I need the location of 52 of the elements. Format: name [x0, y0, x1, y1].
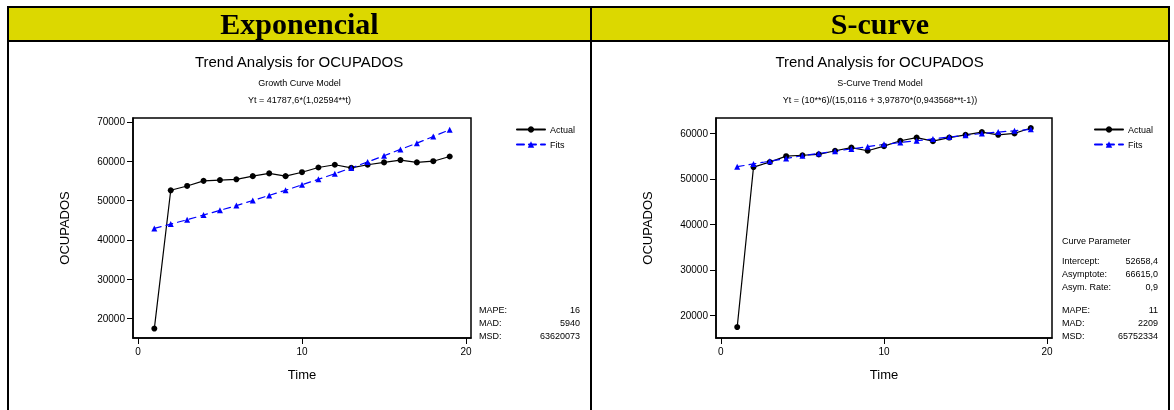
y-tick-label: 30000	[97, 273, 126, 285]
y-axis-title: OCUPADOS	[640, 190, 655, 265]
x-tick-label: 10	[296, 345, 308, 357]
text: 0,9	[1145, 281, 1158, 292]
x-tick-label: 0	[718, 345, 725, 357]
legend-label: Fits	[549, 139, 565, 150]
text: Yt = 41787,6*(1,02594**t)	[248, 94, 351, 105]
x-axis-title: Time	[869, 367, 899, 382]
text: MAD:	[479, 317, 502, 328]
y-tick-label: 40000	[97, 234, 126, 246]
text: Growth Curve Model	[258, 77, 341, 88]
text: Intercept:	[1062, 255, 1100, 266]
chart-title: S-curve	[592, 6, 1168, 42]
text: 16	[569, 304, 580, 315]
y-tick-label: 50000	[680, 173, 709, 185]
text: Yt = (10**6)/(15,0116 + 3,97870*(0,943568**t-1))	[782, 94, 978, 105]
y-tick-label: 60000	[680, 127, 709, 139]
text: MSD:	[479, 330, 502, 341]
legend-label: Fits	[1127, 139, 1143, 150]
x-axis-title: Time	[287, 367, 317, 382]
text: S-Curve Trend Model	[837, 77, 923, 88]
y-tick-label: 20000	[97, 312, 126, 324]
chart-subtitle: Trend Analysis for OCUPADOS	[775, 53, 984, 70]
x-tick-label: 0	[135, 345, 142, 357]
legend-label: Actual	[1127, 124, 1153, 135]
y-axis-title: OCUPADOS	[57, 190, 72, 265]
text: 2209	[1137, 317, 1159, 328]
x-tick-label: 10	[878, 345, 890, 357]
y-tick-label: 50000	[97, 195, 126, 206]
x-tick-label: 20	[1041, 345, 1054, 357]
y-tick-label: 30000	[680, 264, 709, 276]
text: MAD:	[1062, 317, 1085, 328]
text: Curve Parameter	[1062, 235, 1131, 246]
chart-title: Exponencial	[9, 6, 590, 42]
text: Asym. Rate:	[1062, 281, 1112, 292]
text: 63620073	[539, 330, 580, 341]
y-tick-label: 70000	[97, 116, 126, 128]
text: Asymptote:	[1062, 268, 1108, 279]
text: 11	[1148, 304, 1158, 315]
y-tick-label: 40000	[680, 218, 709, 230]
text: 66615,0	[1125, 268, 1159, 279]
y-tick-label: 60000	[97, 155, 126, 167]
text: MSD:	[1062, 330, 1085, 341]
y-tick-label: 20000	[680, 309, 709, 321]
text: MAPE:	[1062, 304, 1091, 315]
text: MAPE:	[479, 304, 508, 315]
chart-subtitle: Trend Analysis for OCUPADOS	[194, 53, 404, 70]
x-tick-label: 20	[460, 345, 473, 357]
text: 65752334	[1117, 330, 1158, 341]
text: 5940	[559, 317, 581, 328]
text: 52658,4	[1125, 255, 1159, 266]
legend-label: Actual	[549, 124, 575, 135]
